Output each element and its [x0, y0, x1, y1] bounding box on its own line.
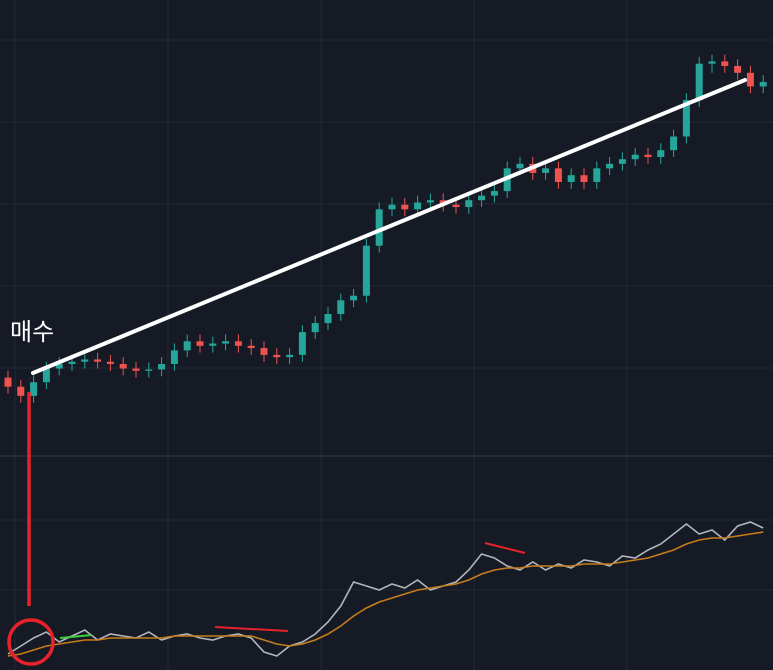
- divergence-line: [484, 542, 526, 554]
- candle-body: [42, 368, 50, 383]
- divergence-line: [59, 634, 93, 639]
- candle-body: [260, 348, 268, 355]
- candle-body: [657, 150, 665, 157]
- candle-body: [183, 341, 191, 351]
- candle-body: [465, 200, 473, 208]
- candle-body: [708, 61, 716, 64]
- candle-body: [401, 204, 409, 210]
- candle-body: [644, 154, 652, 157]
- candle-body: [337, 300, 345, 314]
- indicator: [7, 521, 764, 657]
- candle-body: [516, 163, 524, 169]
- candle-body: [490, 191, 498, 196]
- candle-body: [554, 168, 562, 182]
- candle-body: [106, 361, 114, 364]
- candle-body: [286, 354, 294, 358]
- candle-body: [414, 202, 422, 210]
- divergence-line: [214, 626, 289, 632]
- candle-body: [746, 72, 754, 87]
- candle-body: [721, 61, 729, 66]
- candle-body: [452, 204, 460, 208]
- candle-body: [222, 341, 230, 344]
- candle-body: [30, 382, 38, 396]
- candle-body: [426, 200, 434, 203]
- candle-body: [234, 341, 242, 346]
- indicator-line: [7, 531, 764, 657]
- candle-body: [94, 359, 102, 362]
- candle-body: [196, 341, 204, 346]
- candle-body: [375, 209, 383, 246]
- candle-body: [606, 163, 614, 169]
- candle-body: [695, 63, 703, 101]
- candle-body: [119, 364, 127, 369]
- candle-body: [17, 386, 25, 396]
- candle-body: [81, 359, 89, 362]
- candle-body: [734, 65, 742, 73]
- buy-label: 매수: [10, 318, 54, 346]
- candle-body: [4, 377, 12, 387]
- candle-body: [209, 343, 217, 346]
- candle-body: [247, 345, 255, 349]
- candle-body: [682, 100, 690, 137]
- candle-body: [759, 81, 767, 87]
- candle-body: [631, 154, 639, 160]
- candle-body: [55, 364, 63, 369]
- candle-body: [68, 361, 76, 364]
- candle-body: [593, 168, 601, 182]
- candle-body: [158, 364, 166, 370]
- candle-body: [311, 323, 319, 333]
- candle-body: [273, 354, 281, 358]
- annotations: 매수: [7, 78, 747, 666]
- trend-line: [31, 78, 747, 375]
- candle-body: [567, 175, 575, 182]
- candle-body: [580, 175, 588, 182]
- candle-body: [324, 313, 332, 324]
- candle-body: [542, 168, 550, 173]
- candle-body: [170, 350, 178, 364]
- candle-body: [298, 332, 306, 355]
- candle-body: [132, 368, 140, 371]
- candles: [4, 54, 767, 403]
- indicator-line: [7, 521, 764, 657]
- candle-body: [618, 159, 626, 164]
- candle-body: [478, 195, 486, 201]
- candle-body: [670, 136, 678, 151]
- candle-body: [350, 295, 358, 301]
- candle-body: [362, 245, 370, 296]
- candle-body: [145, 369, 153, 371]
- signal-circle: [7, 618, 55, 666]
- candle-body: [388, 204, 396, 210]
